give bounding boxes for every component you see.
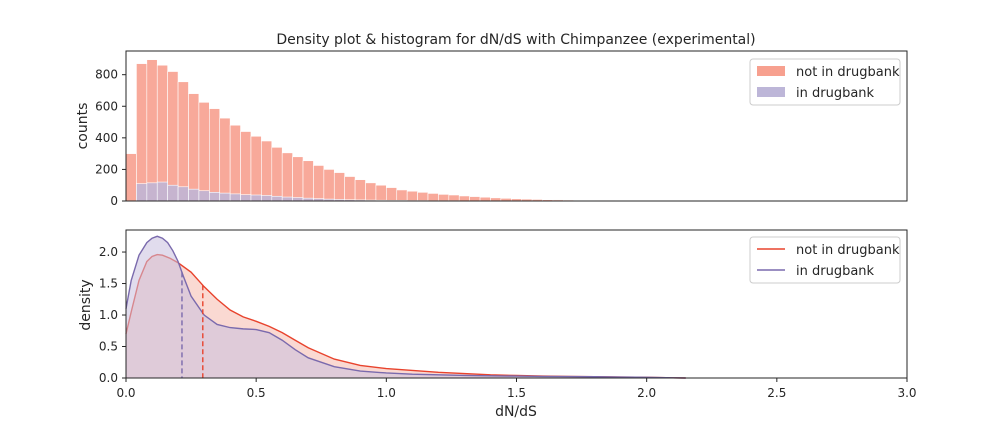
density-x-tick-label: 0.0 [116, 386, 135, 400]
density-y-axis-label: density [78, 279, 94, 330]
histogram-bar-in-drugbank [136, 183, 148, 202]
density-line-in-drugbank [125, 235, 686, 379]
density-y-tick-label: 2.0 [99, 245, 118, 259]
density-legend: not in drugbank in drugbank [749, 236, 901, 284]
histogram-bar-in-drugbank [167, 184, 179, 202]
histogram-bar-not-in-drugbank [354, 179, 366, 202]
histogram-bar-not-in-drugbank [125, 153, 137, 202]
histogram-y-tick-label: 200 [95, 162, 118, 176]
histogram-bar-not-in-drugbank [479, 196, 491, 202]
histogram-bar-in-drugbank [198, 190, 210, 202]
histogram-legend-label-in-drugbank: in drugbank [796, 86, 875, 101]
histogram-bar-in-drugbank [261, 195, 273, 202]
density-x-tick-label: 2.0 [637, 386, 656, 400]
density-y-tick-label: 1.5 [99, 277, 118, 291]
histogram-legend-swatch-not-in-drugbank [757, 66, 785, 76]
histogram-bar-not-in-drugbank [250, 135, 262, 202]
density-x-tick-label: 1.0 [377, 386, 396, 400]
density-x-tick-label: 0.5 [247, 386, 266, 400]
histogram-panel: 0 200 400 600 800 counts not in drugbank in … [75, 50, 908, 208]
histogram-bar-not-in-drugbank [458, 195, 470, 202]
histogram-bar-not-in-drugbank [261, 140, 273, 202]
density-legend-box [749, 236, 901, 284]
histogram-bar-in-drugbank [146, 182, 158, 202]
density-y-ticks: 0.0 0.5 1.0 1.5 2.0 [99, 245, 126, 385]
histogram-bar-not-in-drugbank [313, 165, 325, 202]
histogram-bar-not-in-drugbank [406, 190, 418, 202]
density-x-tick-label: 3.0 [897, 386, 916, 400]
density-median-lines [181, 272, 204, 378]
density-x-tick-label: 1.5 [507, 386, 526, 400]
density-panel: 0.0 0.5 1.0 1.5 2.0 0.0 0.5 1.0 1.5 2.0 2.5 3.0 de… [78, 229, 917, 420]
histogram-y-axis-label: counts [75, 103, 91, 150]
histogram-bar-not-in-drugbank [219, 117, 231, 202]
histogram-bar-not-in-drugbank [281, 152, 293, 202]
histogram-bar-in-drugbank [219, 192, 231, 202]
histogram-bar-not-in-drugbank [240, 131, 252, 202]
histogram-bar-not-in-drugbank [469, 196, 481, 202]
density-x-axis-label: dN/dS [495, 404, 537, 420]
histogram-bar-not-in-drugbank [156, 64, 168, 202]
histogram-y-tick-label: 400 [95, 131, 118, 145]
histogram-frame [125, 50, 908, 202]
histogram-bar-not-in-drugbank [333, 172, 345, 202]
histogram-bar-not-in-drugbank [209, 108, 221, 202]
chart-title: Density plot & histogram for dN/dS with … [276, 32, 755, 48]
histogram-bar-not-in-drugbank [448, 194, 460, 202]
histogram-bar-not-in-drugbank [229, 124, 241, 202]
histogram-bar-not-in-drugbank [271, 147, 283, 202]
histogram-bar-not-in-drugbank [396, 189, 408, 202]
histogram-bar-in-drugbank [281, 196, 293, 202]
histogram-bar-in-drugbank [177, 186, 189, 202]
histogram-bar-not-in-drugbank [344, 176, 356, 202]
histogram-bar-not-in-drugbank [177, 81, 189, 202]
density-y-tick-label: 1.0 [99, 308, 118, 322]
histogram-bar-in-drugbank [229, 193, 241, 202]
histogram-bar-in-drugbank [209, 192, 221, 202]
histogram-bar-not-in-drugbank [292, 156, 304, 202]
histogram-y-tick-label: 800 [95, 68, 118, 82]
histogram-bar-not-in-drugbank [146, 59, 158, 202]
density-y-tick-label: 0.0 [99, 371, 118, 385]
density-area-in-drugbank [126, 236, 686, 378]
density-y-tick-label: 0.5 [99, 340, 118, 354]
histogram-bar-not-in-drugbank [438, 194, 450, 202]
density-legend-label-not-in-drugbank: not in drugbank [796, 243, 900, 258]
histogram-legend-box [749, 58, 901, 106]
histogram-bar-in-drugbank [292, 197, 304, 202]
histogram-y-ticks: 0 200 400 600 800 [95, 68, 126, 208]
histogram-bar-not-in-drugbank [188, 93, 200, 202]
histogram-legend-label-not-in-drugbank: not in drugbank [796, 65, 900, 80]
histogram-bar-not-in-drugbank [375, 184, 387, 202]
histogram-legend: not in drugbank in drugbank [749, 58, 901, 106]
density-legend-label-in-drugbank: in drugbank [796, 264, 875, 279]
histogram-bar-not-in-drugbank [302, 160, 314, 202]
density-x-ticks: 0.0 0.5 1.0 1.5 2.0 2.5 3.0 [116, 378, 917, 400]
histogram-y-tick-label: 600 [95, 99, 118, 113]
histogram-bar-not-in-drugbank [136, 63, 148, 202]
histogram-bar-not-in-drugbank [427, 193, 439, 202]
histogram-bar-not-in-drugbank [198, 102, 210, 202]
histogram-bar-not-in-drugbank [417, 192, 429, 202]
histogram-legend-swatch-in-drugbank [757, 87, 785, 97]
histogram-bar-not-in-drugbank [386, 187, 398, 202]
histogram-bar-in-drugbank [240, 194, 252, 202]
histogram-bar-in-drugbank [156, 181, 168, 202]
histogram-bar-in-drugbank [188, 188, 200, 202]
histogram-bar-in-drugbank [271, 195, 283, 202]
density-x-tick-label: 2.5 [767, 386, 786, 400]
histogram-y-tick-label: 0 [110, 194, 118, 208]
histogram-bar-not-in-drugbank [323, 169, 335, 202]
histogram-bar-in-drugbank [250, 194, 262, 202]
histogram-bar-not-in-drugbank [167, 71, 179, 202]
histogram-bar-not-in-drugbank [365, 182, 377, 202]
density-areas [125, 235, 686, 379]
